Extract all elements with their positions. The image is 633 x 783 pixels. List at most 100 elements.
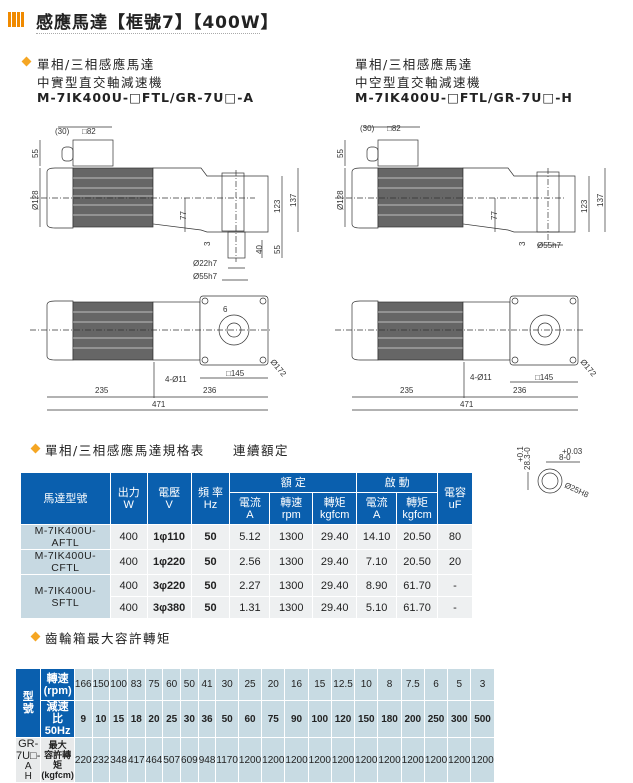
cell-torque-label: 最大 容許轉矩 (kgfcm)	[40, 737, 75, 783]
dimension-label: Ø128	[31, 190, 40, 210]
dimension-label: 235	[400, 386, 414, 395]
cell-model: M-7IK400U-AFTL	[20, 524, 111, 550]
dimension-label: 3	[518, 241, 527, 246]
dimension-label: 電流	[238, 496, 261, 509]
cell-torque: 417	[126, 737, 146, 783]
cell-ratio: 50	[215, 700, 239, 738]
cell-speed: 12.5	[330, 668, 356, 701]
cell-s-current: 7.10	[356, 549, 398, 575]
cell-ratio: 36	[197, 700, 217, 738]
cell-power: 400	[109, 574, 148, 597]
dimension-label: 電容	[444, 486, 467, 499]
spec-heading: 單相/三相感應馬達規格表	[45, 443, 205, 458]
table-row: M-7IK400U-CFTL 400 1φ220 50 2.56 1300 29.40 7.1…	[20, 549, 473, 575]
cell-ratio: 150	[354, 700, 379, 738]
cell-speed: 41	[197, 668, 217, 701]
cell-r-current: 5.12	[229, 524, 271, 550]
cell-speed: 150	[91, 668, 111, 701]
cell-ratio-label: 減速比 50Hz	[40, 700, 75, 738]
keyway-detail: +0.1 28.3-0 +0.03 8-0 Ø25H8	[516, 446, 590, 500]
cell-torque: 1200	[237, 737, 263, 783]
cell-freq: 50	[190, 596, 231, 619]
cell-cap: 20	[437, 549, 473, 575]
cell-power: 400	[109, 549, 148, 575]
dimension-label: 236	[203, 386, 217, 395]
cell-speed: 50	[180, 668, 199, 701]
dimension-label: Ø22h7	[193, 259, 218, 268]
dimension-label: Ø128	[336, 190, 345, 210]
dimension-label: 頻 率	[197, 486, 224, 499]
dimension-label: 123	[273, 199, 282, 213]
dimension-label: 6	[223, 305, 228, 314]
cell-speed: 15	[307, 668, 332, 701]
cell-ratio: 25	[162, 700, 182, 738]
divider	[36, 33, 260, 34]
cell-r-speed: 1300	[269, 549, 314, 575]
cell-ratio: 250	[423, 700, 449, 738]
cell-torque: 948	[197, 737, 217, 783]
cell-r-speed: 1300	[269, 524, 314, 550]
gear-torque-table: 型 號轉速 (rpm) 166 150 100 83 75 60 50 41 30 25 20 16 15 1…	[14, 668, 495, 783]
cell-ratio: 60	[237, 700, 263, 738]
cell-torque: 1200	[284, 737, 309, 783]
dimension-label: Hz	[203, 498, 218, 511]
dimension-label: 3	[203, 241, 212, 246]
dimension-label: 8-0	[559, 453, 571, 462]
cell-r-current: 2.27	[229, 574, 271, 597]
cell-ratio: 20	[144, 700, 164, 738]
bullet-diamond-icon	[30, 443, 41, 454]
cell-ratio: 180	[377, 700, 402, 738]
dimension-label: 4-Ø11	[165, 375, 187, 384]
cell-speed: 20	[261, 668, 286, 701]
bullet-diamond-icon	[21, 56, 32, 67]
cell-speed: 6	[423, 668, 449, 701]
left-model: M-7IK400U-□FTL/GR-7U□-A	[37, 90, 255, 105]
right-line1: 單相/三相感應馬達	[355, 57, 473, 72]
dimension-label: (30)	[55, 127, 70, 136]
cell-s-torque: 20.50	[396, 524, 439, 550]
cell-torque: 1200	[470, 737, 495, 783]
cell-model: M-7IK400U-SFTL	[20, 574, 111, 619]
cell-s-current: 5.10	[356, 596, 398, 619]
cell-cap: -	[437, 574, 473, 597]
cell-torque: 220	[73, 737, 93, 783]
dimension-label: A	[372, 508, 381, 521]
dimension-label: +0.03	[562, 447, 583, 456]
cell-r-torque: 29.40	[312, 574, 358, 597]
cell-s-torque: 61.70	[396, 574, 439, 597]
cell-speed: 5	[447, 668, 472, 701]
left-line1: 單相/三相感應馬達	[37, 57, 155, 72]
right-line2: 中空型直交軸減速機	[355, 75, 482, 90]
dimension-label: uF	[448, 498, 462, 511]
dimension-label: +0.1	[516, 446, 525, 462]
cell-torque: 348	[109, 737, 128, 783]
cell-r-torque: 29.40	[312, 524, 358, 550]
col-rated-speed: 轉速 rpm	[269, 492, 314, 525]
dimension-label: 77	[490, 211, 499, 220]
dimension-label: kgfcm	[402, 508, 432, 521]
col-rated-torque: 轉矩 kgfcm	[312, 492, 358, 525]
section-marker-icon	[8, 12, 24, 27]
col-rated-current: 電流 A	[229, 492, 271, 525]
dimension-label: 轉矩	[406, 496, 429, 509]
cell-ratio: 100	[307, 700, 332, 738]
col-start-torque: 轉矩 kgfcm	[396, 492, 439, 525]
cell-torque: 1200	[377, 737, 402, 783]
cell-ratio: 500	[470, 700, 495, 738]
col-voltage: 電壓 V	[146, 472, 192, 525]
dimension-label: Ø55h7	[537, 241, 562, 250]
col-power: 出力 W	[109, 472, 148, 525]
dimension-label: V	[165, 498, 173, 511]
cell-speed: 83	[126, 668, 146, 701]
cell-torque: 1200	[354, 737, 379, 783]
cell-cap: -	[437, 596, 473, 619]
cell-speed: 10	[354, 668, 379, 701]
dimension-label: 轉矩	[323, 496, 346, 509]
dimension-label: 55	[273, 245, 282, 254]
cell-r-speed: 1300	[269, 574, 314, 597]
dimension-label: 轉速	[280, 496, 303, 509]
dimension-label: 236	[513, 386, 527, 395]
cell-ratio: 15	[109, 700, 128, 738]
dimension-label: 55	[31, 149, 40, 158]
